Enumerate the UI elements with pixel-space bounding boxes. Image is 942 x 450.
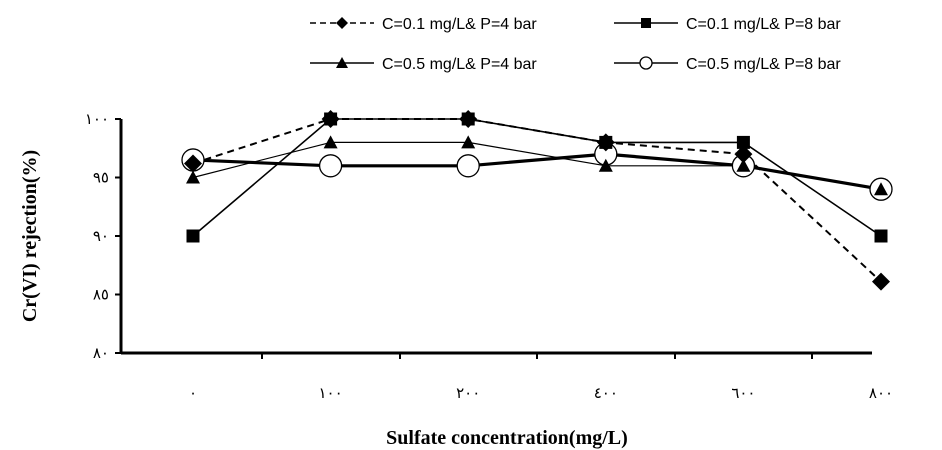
legend-item: C=0.5 mg/L& P=8 bar: [614, 56, 841, 73]
data-point-s1-2: [321, 110, 340, 128]
series-line-3: [192, 141, 882, 190]
y-tick-label: ٩٥: [93, 169, 109, 187]
legend-marker: [639, 56, 653, 70]
x-tick-label: ١٠٠: [319, 384, 343, 402]
y-tick-label: ٩٠: [93, 227, 109, 245]
data-point-s3-1: [186, 170, 200, 184]
data-point-s3-5: [736, 158, 751, 172]
legend-label: C=0.5 mg/L& P=4 bar: [382, 56, 537, 73]
y-axis-title: Cr(VI) rejection(%): [19, 150, 41, 322]
data-point-s1-3: [459, 110, 478, 128]
legend-item: C=0.1 mg/L& P=8 bar: [614, 16, 841, 33]
series-line-2: [192, 118, 882, 237]
x-tick-label: ٠: [189, 384, 197, 402]
data-point-s4-2: [318, 154, 343, 178]
data-point-s4-3: [456, 154, 480, 178]
y-tick-label: ٨٠: [93, 344, 109, 362]
legend-label: C=0.1 mg/L& P=4 bar: [382, 16, 537, 33]
legend: C=0.1 mg/L& P=4 bar C=0.1 mg/L& P=8 bar C=…: [310, 16, 841, 73]
data-point-s3-4: [598, 158, 613, 172]
legend-item: C=0.1 mg/L& P=4 bar: [310, 16, 537, 33]
legend-marker: [336, 17, 348, 29]
y-ticks: ٨٠ ٨٥ ٩٠ ٩٥ ١٠٠: [85, 110, 121, 362]
plot-area: ٨٠ ٨٥ ٩٠ ٩٥ ١٠٠ ٠ ١٠٠ ٢٠٠ ٤٠٠ ٦٠٠ ٨٠٠: [85, 110, 893, 402]
series-line-1: [192, 118, 882, 283]
legend-item: C=0.5 mg/L& P=4 bar: [310, 56, 537, 73]
x-axis-title: Sulfate concentration(mg/L): [386, 427, 628, 449]
series-lines: [192, 118, 882, 283]
data-point-s3-2: [323, 135, 338, 149]
data-point-s1-5: [734, 145, 753, 164]
data-point-s3-6: [874, 182, 888, 196]
x-tick-label: ٨٠٠: [869, 384, 893, 402]
data-point-s1-6: [872, 272, 890, 291]
data-point-s2-6: [874, 229, 888, 243]
data-point-s2-1: [186, 229, 200, 243]
legend-marker: [641, 18, 651, 28]
x-tick-label: ٢٠٠: [456, 384, 480, 402]
series-markers: [181, 110, 893, 291]
legend-label: C=0.5 mg/L& P=8 bar: [686, 56, 841, 73]
data-point-s2-5: [736, 135, 750, 149]
y-tick-label: ١٠٠: [85, 110, 109, 128]
y-tick-label: ٨٥: [93, 286, 109, 304]
data-point-s1-1: [184, 154, 202, 173]
data-point-s1-4: [596, 133, 615, 152]
data-point-s3-3: [461, 135, 476, 149]
x-tick-label: ٦٠٠: [731, 384, 755, 402]
x-ticks: ٠ ١٠٠ ٢٠٠ ٤٠٠ ٦٠٠ ٨٠٠: [189, 353, 893, 402]
x-tick-label: ٤٠٠: [594, 384, 618, 402]
legend-label: C=0.1 mg/L& P=8 bar: [686, 16, 841, 33]
legend-marker: [336, 57, 348, 68]
